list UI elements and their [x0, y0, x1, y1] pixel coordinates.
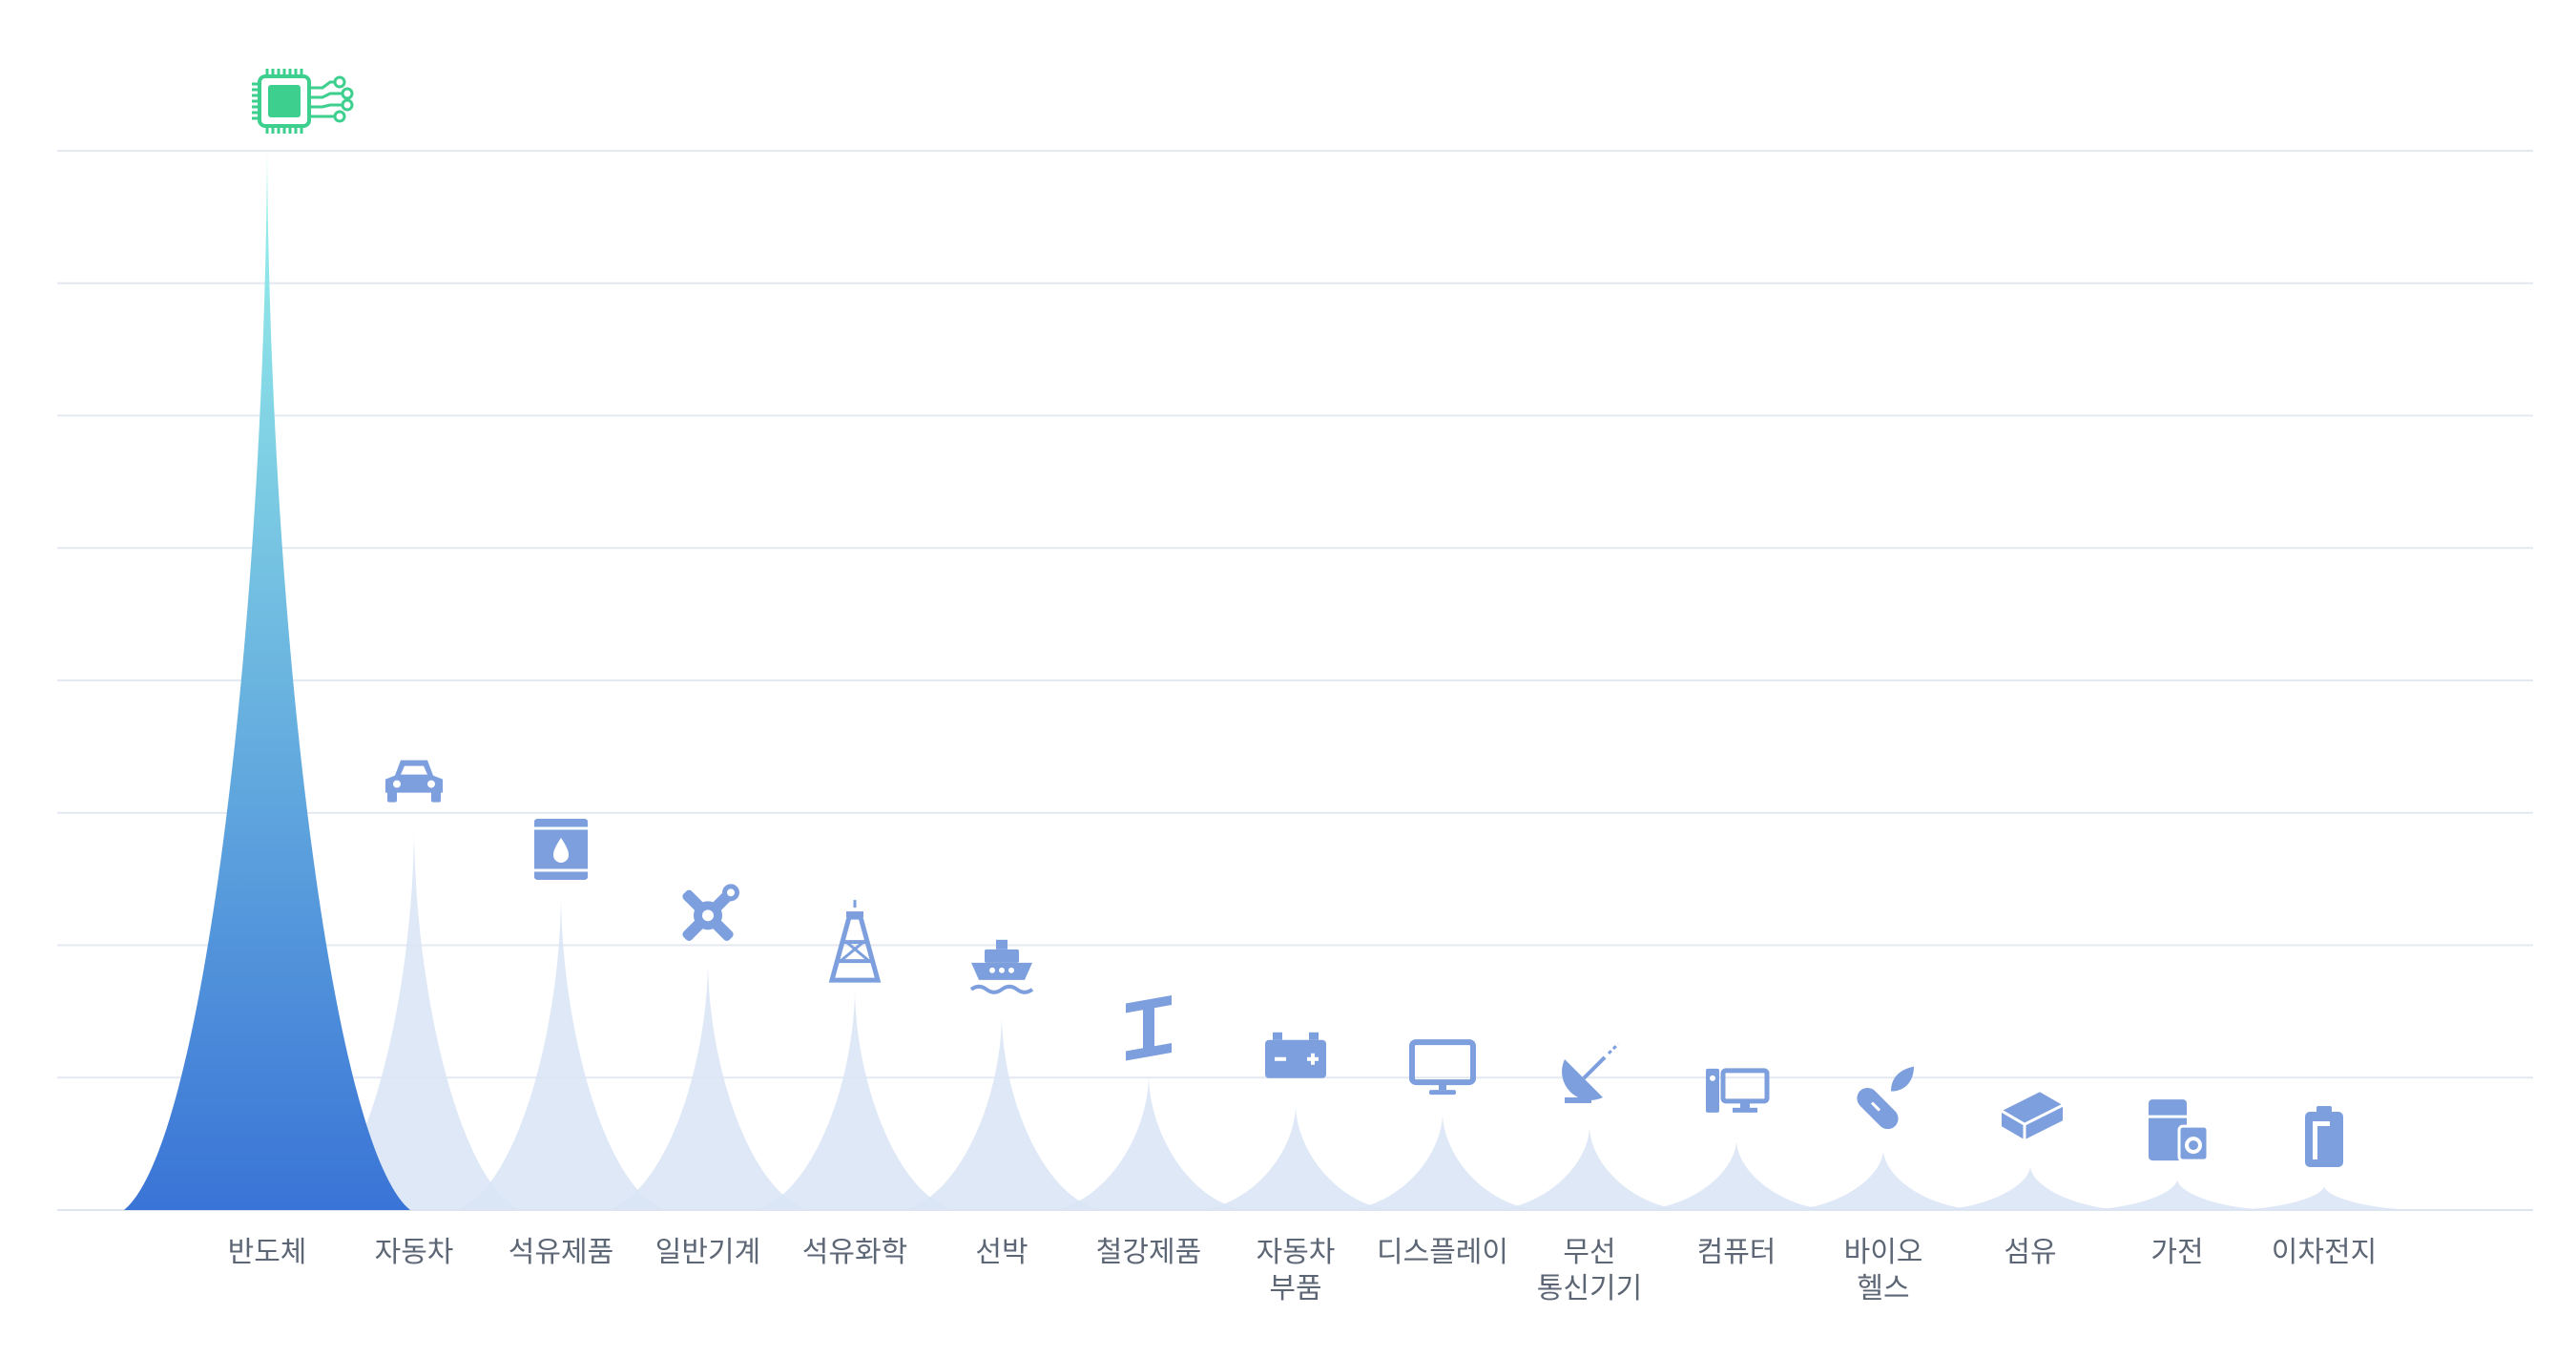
x-tick-label-line: 가전: [2150, 1236, 2203, 1269]
x-tick-label: 바이오 헬스: [1844, 1236, 1923, 1305]
x-tick-label-line: 통신기기: [1537, 1272, 1642, 1305]
steel-beam-icon: [1126, 995, 1172, 1061]
peak-9: [1347, 1115, 1538, 1210]
peak-10: [1495, 1127, 1684, 1210]
peak-11: [1642, 1140, 1831, 1210]
x-tick-label: 컴퓨터: [1697, 1236, 1776, 1269]
peak-7: [1051, 1077, 1246, 1210]
oil-barrel-icon: [534, 818, 588, 880]
x-tick-label-line: 석유제품: [509, 1236, 613, 1269]
appliance-icon: [2149, 1099, 2210, 1162]
peak-3: [456, 898, 666, 1210]
category-icons: [252, 69, 2343, 1168]
x-tick-label: 디스플레이: [1377, 1236, 1508, 1269]
series-peaks: [124, 151, 2417, 1210]
x-tick-label: 자동차 부품: [1257, 1236, 1336, 1305]
x-tick-label: 가전: [2150, 1236, 2203, 1269]
x-tick-label-line: 무선: [1563, 1236, 1615, 1269]
x-tick-label-line: 일반기계: [655, 1236, 760, 1269]
satellite-dish-icon: [1562, 1042, 1620, 1103]
battery-icon: [1265, 1032, 1326, 1078]
peak-2: [306, 832, 522, 1210]
peak-15: [2232, 1186, 2417, 1210]
ship-icon: [969, 939, 1034, 994]
capsule-leaf-icon: [1857, 1066, 1914, 1130]
peak-13: [1937, 1166, 2124, 1210]
x-tick-label: 일반기계: [655, 1236, 760, 1269]
peak-12: [1790, 1150, 1977, 1210]
x-tick-label-line: 석유화학: [802, 1236, 907, 1269]
chip-icon: [252, 69, 354, 134]
x-tick-label-line: 반도체: [228, 1236, 307, 1269]
peak-6: [902, 1017, 1102, 1210]
x-tick-label-line: 섬유: [2004, 1236, 2056, 1269]
x-tick-label: 석유제품: [509, 1236, 613, 1269]
x-tick-label: 섬유: [2004, 1236, 2056, 1269]
oil-rig-icon: [828, 900, 882, 983]
x-tick-label-line: 디스플레이: [1377, 1236, 1508, 1269]
x-tick-label-line: 헬스: [1857, 1272, 1909, 1305]
gridlines: [57, 150, 2533, 1211]
x-tick-label-line: 바이오: [1844, 1236, 1923, 1269]
x-tick-label: 반도체: [228, 1236, 307, 1269]
x-tick-label-line: 이차전지: [2272, 1236, 2377, 1269]
x-tick-label-line: 선박: [975, 1236, 1028, 1269]
cell-battery-icon: [2305, 1106, 2343, 1168]
x-tick-label: 무선 통신기기: [1537, 1236, 1642, 1305]
peak-8: [1200, 1106, 1391, 1210]
x-tick-label: 자동차: [375, 1236, 454, 1269]
monitor-icon: [1409, 1039, 1476, 1096]
car-icon: [385, 760, 443, 803]
x-tick-label: 선박: [975, 1236, 1028, 1269]
x-tick-label-line: 철강제품: [1096, 1236, 1201, 1269]
x-tick-label-line: 컴퓨터: [1697, 1236, 1776, 1269]
wrench-gear-icon: [682, 884, 739, 941]
x-tick-label-line: 자동차: [375, 1236, 454, 1269]
fabric-icon: [2001, 1092, 2064, 1140]
x-tick-label: 이차전지: [2272, 1236, 2377, 1269]
peak-5: [754, 992, 956, 1210]
x-tick-label: 철강제품: [1096, 1236, 1201, 1269]
peak-14: [2085, 1180, 2270, 1210]
peak-1: [124, 151, 410, 1210]
computer-icon: [1706, 1068, 1770, 1113]
x-tick-label: 석유화학: [802, 1236, 907, 1269]
x-tick-label-line: 부품: [1269, 1272, 1321, 1305]
x-tick-label-line: 자동차: [1257, 1236, 1336, 1269]
peak-4: [606, 965, 810, 1210]
